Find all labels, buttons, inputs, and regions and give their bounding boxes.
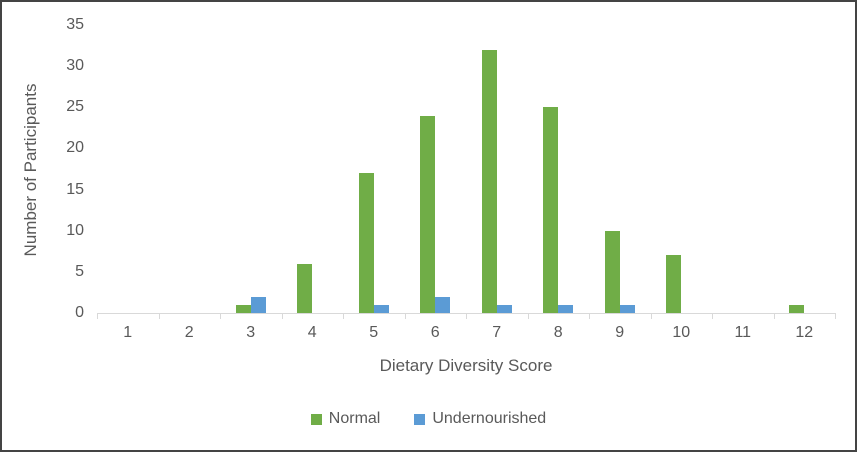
x-tick-label: 2 bbox=[184, 324, 194, 341]
y-tick-label: 35 bbox=[66, 16, 84, 33]
x-axis-tickmark bbox=[281, 313, 283, 319]
x-tick-label: 9 bbox=[615, 324, 625, 341]
y-tick-label: 10 bbox=[66, 221, 84, 239]
legend-item-normal: Normal bbox=[310, 410, 381, 428]
legend-label-undernourished: Undernourished bbox=[432, 410, 547, 427]
y-tick-label: 5 bbox=[75, 262, 84, 280]
x-axis-title: Dietary Diversity Score bbox=[379, 356, 553, 375]
x-tick-label: 8 bbox=[553, 324, 563, 341]
x-axis-tickmark bbox=[158, 313, 160, 319]
x-tick-label: 5 bbox=[369, 324, 379, 341]
x-tick-label: 3 bbox=[246, 324, 256, 341]
x-axis-tickmark bbox=[712, 313, 713, 319]
x-tick-label: 4 bbox=[307, 324, 317, 341]
bar-undernourished-score-8 bbox=[558, 304, 574, 313]
x-axis-tickmark bbox=[404, 313, 406, 319]
x-tick-label: 12 bbox=[795, 324, 814, 341]
legend-label-normal: Normal bbox=[328, 410, 381, 427]
x-axis-tickmark bbox=[220, 313, 221, 319]
y-axis-title: Number of Participants bbox=[21, 83, 40, 257]
x-axis-tickmark bbox=[650, 313, 652, 319]
x-axis-tickmark bbox=[466, 313, 467, 319]
x-tick-label: 1 bbox=[123, 324, 133, 341]
legend-item-undernourished: Undernourished bbox=[414, 410, 546, 428]
y-tick-label: 0 bbox=[75, 304, 84, 321]
bar-undernourished-score-3 bbox=[250, 296, 266, 313]
y-tick-label: 30 bbox=[66, 57, 84, 75]
bar-undernourished-score-9 bbox=[619, 304, 635, 313]
x-axis-tickmark bbox=[343, 313, 344, 319]
x-tick-label: 10 bbox=[672, 324, 691, 341]
undernourished-series-swatch bbox=[414, 413, 426, 425]
y-tick-label: 15 bbox=[66, 180, 84, 198]
x-axis-tickmark bbox=[527, 313, 529, 319]
bar-normal-score-5 bbox=[358, 173, 374, 313]
bar-normal-score-3 bbox=[235, 304, 251, 313]
bar-normal-score-9 bbox=[604, 230, 620, 313]
bar-undernourished-score-7 bbox=[496, 304, 512, 313]
bar-normal-score-7 bbox=[481, 49, 497, 313]
bar-normal-score-12 bbox=[789, 304, 805, 313]
bar-normal-score-6 bbox=[420, 115, 436, 313]
x-tick-label: 6 bbox=[430, 324, 440, 341]
bar-undernourished-score-6 bbox=[435, 296, 451, 313]
y-tick-label: 20 bbox=[66, 139, 84, 157]
x-axis-tickmark bbox=[97, 313, 98, 319]
legend: Normal Undernourished bbox=[2, 410, 855, 428]
x-tick-label: 11 bbox=[734, 324, 752, 341]
x-axis-tickmark bbox=[835, 313, 836, 319]
x-axis-tickmark bbox=[773, 313, 775, 319]
x-axis-tickmark bbox=[589, 313, 590, 319]
bar-normal-score-10 bbox=[666, 255, 682, 313]
bar-undernourished-score-5 bbox=[373, 304, 389, 313]
bar-normal-score-4 bbox=[297, 263, 313, 313]
normal-series-swatch bbox=[310, 413, 322, 425]
bar-normal-score-8 bbox=[543, 107, 559, 313]
x-tick-label: 7 bbox=[492, 324, 502, 341]
y-tick-label: 25 bbox=[66, 98, 84, 116]
plot-area bbox=[97, 25, 835, 314]
